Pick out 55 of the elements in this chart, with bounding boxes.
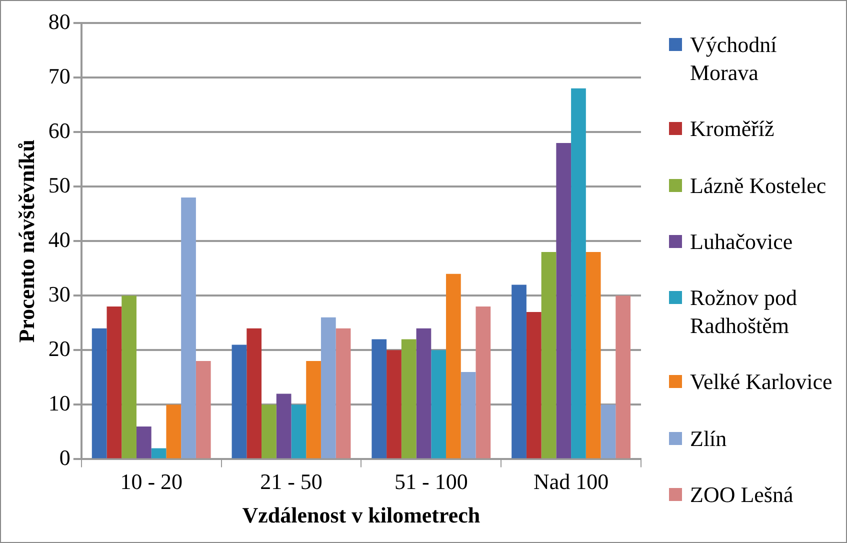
- x-tick-label: Nad 100: [533, 469, 609, 494]
- bar: [306, 361, 321, 458]
- bar: [586, 252, 601, 458]
- bar: [232, 344, 247, 458]
- bar: [386, 350, 402, 458]
- bar: [151, 448, 166, 458]
- bar: [246, 328, 262, 458]
- y-tick-label: 60: [48, 118, 70, 143]
- y-tick-label: 20: [48, 336, 70, 361]
- bar: [196, 361, 211, 458]
- bar: [526, 312, 542, 458]
- bar: [166, 404, 182, 458]
- bar: [460, 372, 476, 458]
- y-tick-label: 80: [48, 8, 70, 34]
- y-tick-label: 30: [48, 281, 70, 306]
- bar: [122, 296, 136, 458]
- bar: [92, 328, 107, 458]
- bar: [431, 350, 446, 458]
- legend-label: Východní Morava: [690, 31, 778, 87]
- legend-label: Kroměříž: [690, 115, 774, 144]
- bar: [512, 284, 526, 458]
- bar: [291, 404, 306, 458]
- bar: [556, 142, 572, 458]
- y-tick-label: 0: [59, 444, 70, 470]
- bar: [262, 404, 276, 458]
- legend-label: Lázně Kostelec: [690, 172, 826, 200]
- bar: [401, 339, 416, 458]
- y-tick-label: 40: [48, 226, 70, 252]
- x-tick-label: 51 - 100: [394, 469, 468, 494]
- y-tick-label: 10: [48, 390, 70, 416]
- legend-label: Zlín: [690, 424, 727, 453]
- y-tick-label: 50: [48, 172, 70, 198]
- legend-label: Velké Karlovice: [690, 368, 832, 396]
- bar: [336, 328, 351, 458]
- bar: [416, 328, 432, 458]
- bar: [446, 274, 461, 458]
- bar: [476, 306, 491, 458]
- legend-label: Luhačovice: [690, 228, 793, 256]
- legend-label: ZOO Lešná: [690, 480, 794, 509]
- x-axis-title: Vzdálenost v kilometrech: [242, 502, 480, 528]
- bar: [320, 317, 336, 458]
- bar: [541, 252, 556, 458]
- bar: [136, 426, 152, 458]
- y-axis-title: Procento návštěvníků: [14, 140, 39, 343]
- bar: [571, 88, 586, 458]
- bar: [616, 296, 631, 458]
- bar: [372, 339, 387, 458]
- x-tick-label: 21 - 50: [260, 469, 322, 494]
- bar: [181, 197, 196, 458]
- y-tick-label: 70: [48, 63, 70, 88]
- bar: [106, 306, 122, 458]
- bar: [600, 404, 616, 458]
- x-tick-label: 10 - 20: [120, 469, 183, 494]
- legend-label: Rožnov pod Radhoštěm: [690, 284, 798, 340]
- bar: [276, 394, 292, 458]
